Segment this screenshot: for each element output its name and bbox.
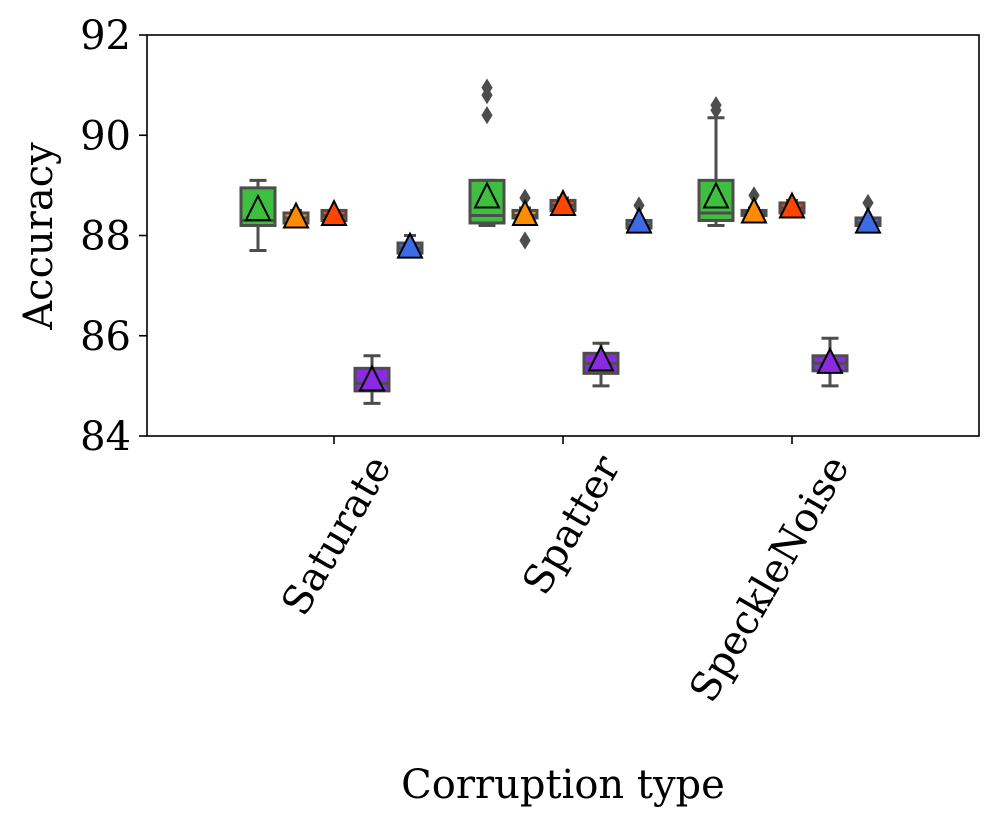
box-series-1-spatter bbox=[468, 78, 506, 227]
x-axis-title: Corruption type bbox=[401, 762, 725, 808]
mean-marker bbox=[358, 364, 386, 392]
mean-marker bbox=[282, 201, 310, 229]
x-axis: Saturate Spatter SpeckleNoise bbox=[273, 436, 859, 710]
mean-marker bbox=[320, 198, 348, 227]
box-series-3-spatter bbox=[549, 188, 577, 217]
box-series-5-specklenoise bbox=[854, 193, 882, 234]
outlier-point bbox=[862, 193, 874, 213]
box-series-4-saturate bbox=[353, 354, 391, 405]
x-tick-label: Saturate bbox=[273, 448, 401, 623]
mean-marker bbox=[778, 191, 806, 219]
mean-marker bbox=[396, 231, 424, 259]
outlier-point bbox=[748, 186, 760, 205]
y-tick-label: 88 bbox=[80, 214, 131, 260]
mean-marker bbox=[740, 196, 768, 224]
mean-marker bbox=[702, 181, 730, 209]
box-series-2-specklenoise bbox=[740, 186, 768, 224]
mean-marker bbox=[473, 181, 501, 209]
mean-marker bbox=[854, 206, 882, 234]
mean-marker bbox=[244, 193, 272, 222]
plot-frame bbox=[146, 34, 980, 437]
outlier-point bbox=[710, 96, 722, 115]
box-series-3-specklenoise bbox=[778, 191, 806, 219]
x-tick-label: Spatter bbox=[514, 447, 630, 602]
outlier-point bbox=[633, 196, 645, 215]
mean-marker bbox=[816, 346, 844, 374]
y-tick-label: 92 bbox=[80, 13, 131, 59]
y-tick-label: 86 bbox=[80, 314, 131, 360]
outlier-point bbox=[481, 78, 493, 97]
x-tick-label: SpeckleNoise bbox=[681, 448, 859, 710]
box-series bbox=[239, 78, 882, 405]
box-series-2-saturate bbox=[282, 201, 310, 229]
mean-marker bbox=[549, 188, 577, 217]
box-series-5-spatter bbox=[625, 196, 653, 234]
box-series-4-spatter bbox=[582, 341, 620, 388]
y-tick-label: 90 bbox=[80, 113, 131, 159]
box-series-1-saturate bbox=[239, 178, 277, 253]
y-tick-label: 84 bbox=[80, 414, 131, 460]
box-series-4-specklenoise bbox=[811, 336, 849, 388]
outlier-point bbox=[519, 188, 531, 208]
outlier-point bbox=[481, 106, 493, 125]
mean-marker bbox=[587, 344, 615, 372]
outlier-point bbox=[519, 231, 531, 250]
mean-marker bbox=[625, 206, 653, 234]
mean-marker bbox=[511, 198, 539, 227]
box-series-3-saturate bbox=[320, 198, 348, 227]
y-axis-title: Accuracy bbox=[16, 142, 62, 331]
y-axis: 84 86 88 90 92 bbox=[80, 13, 147, 460]
box-series-1-specklenoise bbox=[697, 96, 735, 227]
box-series-2-spatter bbox=[511, 188, 539, 250]
box-series-5-saturate bbox=[396, 231, 424, 259]
